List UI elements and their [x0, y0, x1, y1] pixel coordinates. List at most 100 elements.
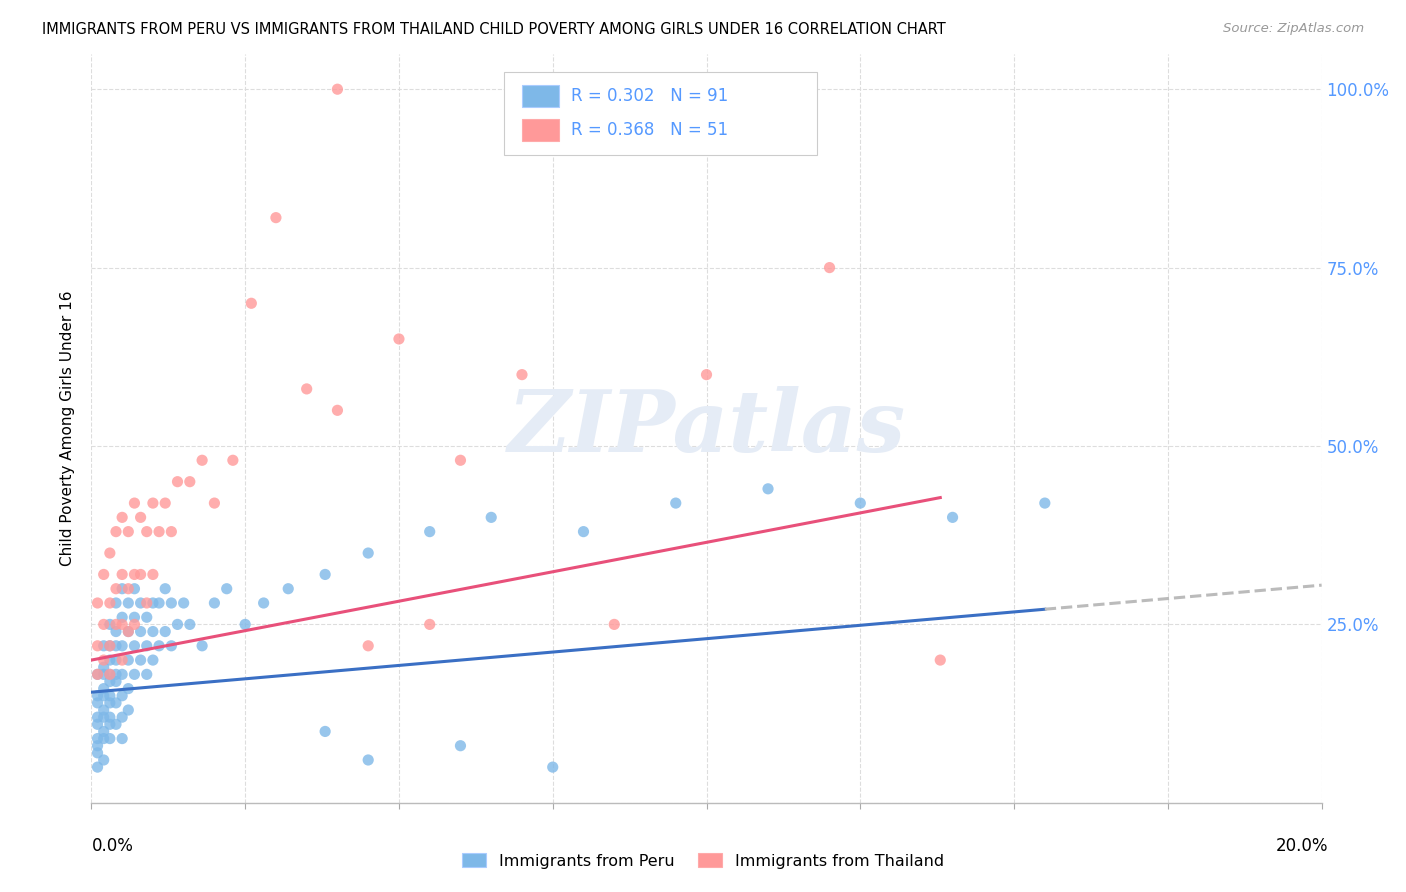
- Point: [129, 653, 152, 667]
- Point: [98, 596, 121, 610]
- Text: 20.0%: 20.0%: [1277, 837, 1329, 855]
- Point: [124, 667, 146, 681]
- Point: [160, 639, 183, 653]
- Point: [105, 667, 127, 681]
- Point: [117, 582, 139, 596]
- Point: [93, 724, 115, 739]
- Point: [105, 596, 127, 610]
- Point: [277, 582, 299, 596]
- Point: [240, 296, 263, 310]
- Point: [98, 667, 121, 681]
- Point: [135, 596, 157, 610]
- Point: [111, 710, 134, 724]
- Point: [179, 475, 201, 489]
- Point: [86, 639, 108, 653]
- Point: [166, 475, 188, 489]
- Point: [326, 403, 349, 417]
- Point: [179, 617, 201, 632]
- Point: [117, 624, 139, 639]
- Point: [93, 639, 115, 653]
- Point: [124, 496, 146, 510]
- Point: [253, 596, 276, 610]
- Point: [86, 739, 108, 753]
- Point: [142, 596, 165, 610]
- Point: [86, 596, 108, 610]
- Point: [166, 617, 188, 632]
- Point: [202, 496, 225, 510]
- Point: [111, 510, 134, 524]
- Point: [357, 639, 380, 653]
- Point: [135, 524, 157, 539]
- Point: [160, 524, 183, 539]
- Point: [419, 524, 441, 539]
- Point: [93, 689, 115, 703]
- Point: [117, 524, 139, 539]
- Point: [93, 617, 115, 632]
- Point: [105, 582, 127, 596]
- Text: IMMIGRANTS FROM PERU VS IMMIGRANTS FROM THAILAND CHILD POVERTY AMONG GIRLS UNDER: IMMIGRANTS FROM PERU VS IMMIGRANTS FROM …: [42, 22, 946, 37]
- Point: [117, 653, 139, 667]
- Point: [665, 496, 688, 510]
- Text: R = 0.368   N = 51: R = 0.368 N = 51: [571, 121, 728, 139]
- Point: [86, 667, 108, 681]
- Point: [929, 653, 952, 667]
- Point: [202, 596, 225, 610]
- Point: [222, 453, 245, 467]
- Bar: [522, 119, 558, 141]
- Point: [93, 710, 115, 724]
- Point: [117, 703, 139, 717]
- Point: [111, 610, 134, 624]
- Point: [98, 731, 121, 746]
- Point: [105, 617, 127, 632]
- Point: [111, 653, 134, 667]
- Point: [111, 582, 134, 596]
- Point: [142, 653, 165, 667]
- Point: [105, 717, 127, 731]
- Point: [314, 724, 336, 739]
- Point: [756, 482, 779, 496]
- Point: [124, 617, 146, 632]
- Point: [117, 624, 139, 639]
- Point: [572, 524, 595, 539]
- Point: [98, 653, 121, 667]
- Point: [98, 689, 121, 703]
- Point: [142, 567, 165, 582]
- Point: [603, 617, 626, 632]
- Point: [111, 689, 134, 703]
- Point: [124, 610, 146, 624]
- Point: [111, 617, 134, 632]
- Point: [148, 596, 170, 610]
- Point: [86, 696, 108, 710]
- Point: [111, 639, 134, 653]
- Point: [86, 689, 108, 703]
- Point: [449, 739, 471, 753]
- Point: [129, 510, 152, 524]
- Point: [105, 524, 127, 539]
- Point: [142, 624, 165, 639]
- Text: 0.0%: 0.0%: [91, 837, 134, 855]
- Point: [111, 731, 134, 746]
- Point: [153, 582, 177, 596]
- Point: [105, 624, 127, 639]
- Point: [111, 667, 134, 681]
- Point: [86, 731, 108, 746]
- Point: [388, 332, 411, 346]
- Point: [295, 382, 318, 396]
- Point: [105, 653, 127, 667]
- Point: [696, 368, 718, 382]
- Point: [357, 546, 380, 560]
- Point: [86, 667, 108, 681]
- Point: [98, 717, 121, 731]
- Point: [357, 753, 380, 767]
- Point: [124, 639, 146, 653]
- Point: [124, 567, 146, 582]
- Point: [160, 596, 183, 610]
- Legend: Immigrants from Peru, Immigrants from Thailand: Immigrants from Peru, Immigrants from Th…: [456, 847, 950, 875]
- Point: [849, 496, 872, 510]
- Point: [233, 617, 256, 632]
- Point: [153, 624, 177, 639]
- Point: [191, 639, 214, 653]
- Point: [135, 639, 157, 653]
- Point: [129, 596, 152, 610]
- Point: [98, 667, 121, 681]
